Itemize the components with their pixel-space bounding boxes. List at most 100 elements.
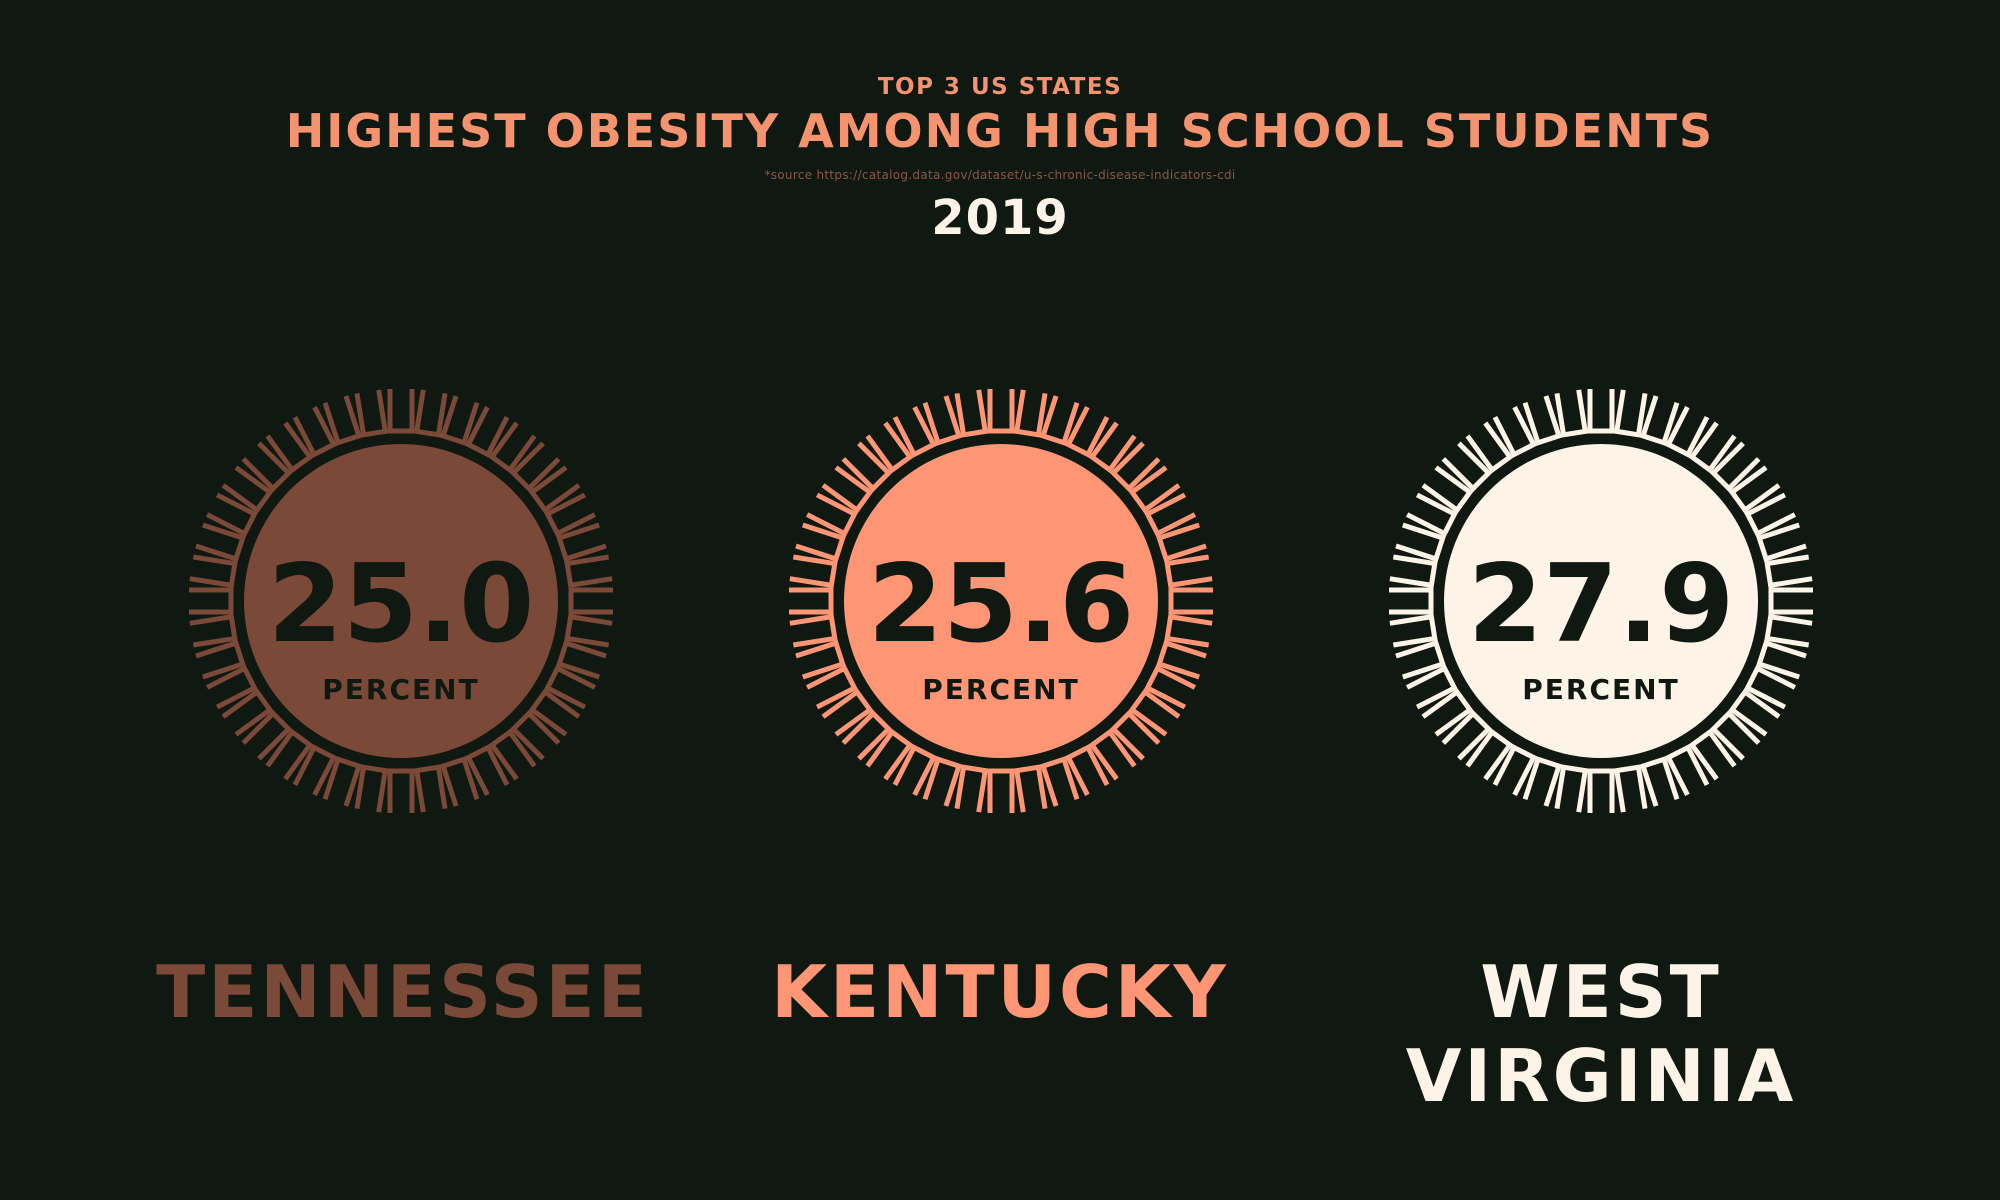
- gauge-tick: [509, 709, 561, 761]
- gauge-tick: [1088, 728, 1137, 781]
- gauge-tick: [1039, 395, 1080, 446]
- gauge-tick: [1665, 744, 1710, 797]
- gauge-tick: [1156, 639, 1207, 680]
- gauge-west-virginia: 27.9 PERCENT: [1389, 389, 1813, 813]
- gauge-tick: [544, 492, 597, 537]
- gauge-tick: [1756, 639, 1807, 680]
- gauge-tick: [322, 756, 363, 807]
- gauge-tick: [564, 554, 613, 589]
- gauge-tick: [488, 728, 537, 781]
- gauge-tick: [1389, 587, 1434, 615]
- gauge-tick: [1522, 756, 1563, 807]
- gauge-tick: [439, 395, 480, 446]
- gauge-tick: [195, 522, 246, 563]
- gauge-tick: [322, 395, 363, 446]
- year-label: 2019: [931, 190, 1069, 246]
- gauge-tick: [1109, 441, 1161, 493]
- gauge-tick: [1522, 395, 1563, 446]
- gauge-tick: [1405, 665, 1458, 710]
- chart-title: HIGHEST OBESITY AMONG HIGH SCHOOL STUDEN…: [285, 104, 1715, 158]
- gauge-tick: [1389, 554, 1438, 589]
- gauge-tick: [439, 756, 480, 807]
- gauge-tick: [465, 744, 510, 797]
- gauge-tick: [556, 522, 607, 563]
- gauge-tick: [1389, 613, 1438, 648]
- state-label-kentucky: KENTUCKY: [771, 950, 1229, 1034]
- gauge-tick: [987, 768, 1015, 813]
- gauge-tick: [795, 522, 846, 563]
- gauge-disc: [244, 444, 558, 758]
- gauge-tick: [1639, 756, 1680, 807]
- gauge-tick: [387, 389, 415, 434]
- source-note: *source https://catalog.data.gov/dataset…: [764, 168, 1236, 182]
- gauge-tick: [1492, 744, 1537, 797]
- gauge-tick: [789, 613, 838, 648]
- gauge-unit-label: PERCENT: [1522, 673, 1679, 706]
- gauge-tick: [221, 465, 274, 514]
- gauge-tick: [1164, 613, 1213, 648]
- gauge-tick: [387, 768, 415, 813]
- gauge-tick: [292, 405, 337, 458]
- gauge-tick: [413, 764, 448, 813]
- gauge-tick: [892, 405, 937, 458]
- gauge-tick: [1109, 709, 1161, 761]
- gauge-tick: [821, 688, 874, 737]
- gauge-tick: [795, 639, 846, 680]
- gauge-tick: [805, 665, 858, 710]
- gauge-tick: [195, 639, 246, 680]
- gauge-unit-label: PERCENT: [322, 673, 479, 706]
- gauge-tick: [1728, 688, 1781, 737]
- gauge-tick: [865, 728, 914, 781]
- state-label-tennessee: TENNESSEE: [156, 950, 650, 1034]
- gauge-tick: [865, 421, 914, 474]
- gauge-tick: [789, 554, 838, 589]
- gauge-tick: [1144, 492, 1197, 537]
- gauge-tick: [1144, 665, 1197, 710]
- gauge-tick: [205, 492, 258, 537]
- gauge-tick: [1587, 768, 1615, 813]
- gauge-tick: [221, 688, 274, 737]
- gauge-tick: [1156, 522, 1207, 563]
- gauge-tick: [1764, 554, 1813, 589]
- gauge-tick: [841, 709, 893, 761]
- gauge-tick: [241, 441, 293, 493]
- gauge-tick: [189, 613, 238, 648]
- gauge-tick: [1465, 728, 1514, 781]
- gauge-tick: [465, 405, 510, 458]
- gauge-tick: [1405, 492, 1458, 537]
- chart-kicker: TOP 3 US STATES: [877, 74, 1123, 100]
- gauge-tick: [1613, 389, 1648, 438]
- gauge-tick: [1128, 688, 1181, 737]
- gauge-tick: [1395, 639, 1446, 680]
- gauge-tick: [1013, 764, 1048, 813]
- gauge-tick: [265, 421, 314, 474]
- gauge-tick: [1039, 756, 1080, 807]
- gauge-tick: [568, 587, 613, 615]
- gauge-tick: [1639, 395, 1680, 446]
- gauge-tick: [922, 395, 963, 446]
- gauge-tick: [205, 665, 258, 710]
- gauge-tick: [1554, 389, 1589, 438]
- gauge-tick: [528, 688, 581, 737]
- gauge-tick: [528, 465, 581, 514]
- gauge-tick: [1744, 665, 1797, 710]
- gauge-kentucky: 25.6 PERCENT: [789, 389, 1213, 813]
- gauge-tick: [1088, 421, 1137, 474]
- gauge-tick: [1688, 421, 1737, 474]
- gauge-tick: [1744, 492, 1797, 537]
- gauge-tick: [1168, 587, 1213, 615]
- state-label-west-virginia: WEST VIRGINIA: [1405, 950, 1797, 1118]
- gauge-tick: [1441, 709, 1493, 761]
- gauge-tick: [1709, 709, 1761, 761]
- gauge-tick: [789, 587, 834, 615]
- gauge-tick: [1709, 441, 1761, 493]
- gauge-tick: [1013, 389, 1048, 438]
- gauge-tick: [954, 389, 989, 438]
- gauge-tick: [1421, 465, 1474, 514]
- gauge-tick: [354, 764, 389, 813]
- gauge-tick: [1164, 554, 1213, 589]
- gauge-value: 25.0: [268, 542, 534, 667]
- gauge-tick: [821, 465, 874, 514]
- gauge-tick: [1441, 441, 1493, 493]
